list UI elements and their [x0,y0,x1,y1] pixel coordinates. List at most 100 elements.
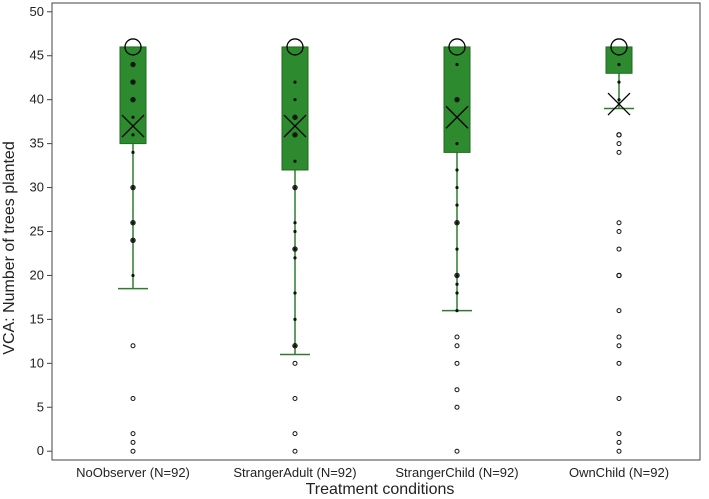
data-point [131,238,135,242]
mean-marker-stroke [445,105,469,129]
data-point [131,80,135,84]
outlier-point [130,395,136,401]
outlier-point [454,448,460,454]
box-group [280,38,310,454]
mean-marker-stroke [121,114,145,138]
outlier-point [616,149,622,155]
data-point-ring [292,114,298,120]
outlier-point [130,343,136,349]
y-axis-title: VCA: Number of trees planted [1,141,18,354]
outlier-point [454,404,460,410]
data-point-ring [292,132,298,138]
data-point [293,229,297,234]
y-tick-label: 0 [37,443,44,458]
data-point [131,62,135,67]
data-point [617,62,621,67]
y-tick-label: 15 [30,311,44,326]
data-point [131,133,135,137]
outlier-point [616,246,622,252]
y-tick-label: 35 [30,136,44,151]
outlier-point [616,220,622,226]
data-point-ring [454,96,460,103]
plot-frame [51,2,701,461]
data-point-ring [454,220,460,226]
data-point [131,273,135,278]
data-point [455,221,459,225]
outlier-point [454,387,460,393]
outlier-point [130,448,136,454]
median-marker [610,38,628,56]
box-group [118,38,148,454]
x-category-label: OwnChild (N=92) [569,465,669,480]
mean-marker-stroke [607,92,631,116]
outlier-point [616,439,622,445]
data-point-ring [130,220,136,226]
data-point [293,317,297,321]
outlier-point [130,439,136,445]
x-axis-category-labels: NoObserver (N=92) StrangerAdult (N=92) Str… [76,465,669,480]
iqr-box [281,46,309,171]
outlier-point [616,132,622,138]
outlier-point [616,308,622,314]
box-group [442,38,472,454]
data-point [131,115,135,119]
data-point [617,80,621,84]
outlier-point [616,448,622,454]
outlier-point [616,360,622,366]
box-plot-series [118,38,634,454]
data-point [455,142,459,146]
outlier-point [130,431,136,437]
data-point [293,344,297,348]
outlier-point [292,360,298,366]
outlier-point [454,343,460,349]
data-point [293,159,297,163]
y-tick-label: 50 [30,4,44,19]
iqr-box [119,46,147,145]
data-point [455,203,459,207]
data-point-ring [130,237,136,243]
data-point [455,185,459,190]
outlier-point [454,334,460,340]
outlier-point [616,343,622,349]
x-axis-title: Treatment conditions [306,481,455,498]
data-point [293,256,297,260]
data-point [455,282,459,286]
data-point-ring [292,184,298,191]
y-tick-label: 5 [37,399,44,414]
x-category-label: NoObserver (N=92) [76,465,190,480]
outlier-point [292,448,298,454]
data-point [293,221,297,225]
data-point [455,308,459,313]
data-point-ring [130,79,136,85]
x-category-label: StrangerChild (N=92) [395,465,518,480]
data-point [293,115,297,119]
data-point [293,185,297,190]
iqr-box [605,46,633,74]
y-tick-label: 30 [30,180,44,195]
data-point [131,185,135,190]
data-point [455,273,459,278]
outlier-point [616,395,622,401]
y-tick-label: 20 [30,267,44,282]
data-point [617,98,621,102]
y-tick-label: 45 [30,48,44,63]
mean-marker-stroke [283,114,307,138]
median-marker [448,38,466,56]
outlier-point [292,431,298,437]
y-tick-label: 40 [30,92,44,107]
data-point-ring [292,246,298,252]
data-point-ring [130,61,136,68]
median-marker [124,38,142,56]
data-point-ring [130,96,136,103]
y-axis-ticks: 0 5 10 15 20 25 30 35 40 45 50 [30,4,52,458]
outlier-point [616,431,622,437]
data-point [455,168,459,172]
outlier-point [292,395,298,401]
data-point [131,221,135,225]
median-marker [286,38,304,56]
data-point [293,98,297,102]
data-point [455,291,459,295]
plot-area-border [51,2,701,461]
data-point [293,133,297,137]
